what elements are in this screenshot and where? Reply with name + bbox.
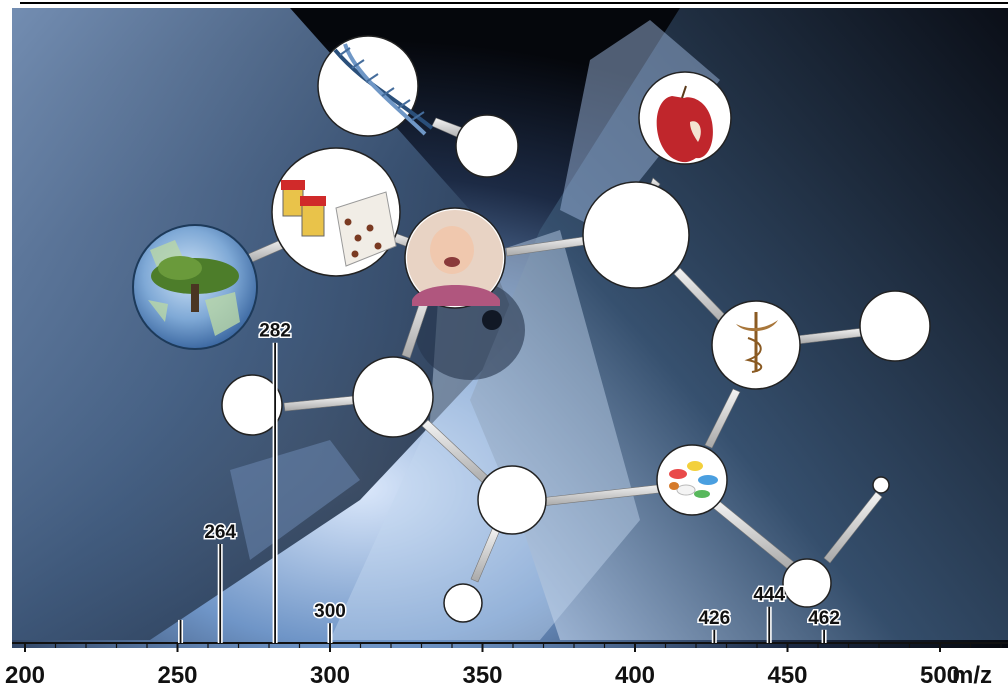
atom-plain-4 [221,374,283,436]
x-tick-label: 450 [767,662,807,689]
atom-plain-3 [859,290,931,362]
atom-pills [656,444,728,516]
x-axis-label: m/z [952,662,992,689]
atom-plain-7 [443,583,483,623]
baby-icon [407,210,503,306]
atom-plain-9 [872,476,890,494]
x-tick-label: 400 [615,662,655,689]
atom-plain-5 [352,356,434,438]
peak-label-300: 300 [314,601,346,622]
peak-label-264: 264 [204,522,236,543]
pills-icon [669,461,718,498]
tree-icon [151,256,239,312]
peak-labels: 264282300426444462606624768786 [203,319,842,630]
peak-label-444: 444 [753,585,785,606]
dna-icon [333,43,434,136]
atom-dna [317,35,419,137]
atom-plain-2 [582,181,690,289]
x-tick-label: 350 [462,662,502,689]
sample-tubes-icon [281,180,397,267]
peak-label-426: 426 [698,608,730,629]
caduceus-icon [736,312,778,373]
atom-plain-8 [782,558,832,608]
apple-icon [656,85,713,163]
peak-label-462: 462 [808,608,840,629]
x-tick-label: 200 [5,662,45,689]
x-tick-label: 500 [920,662,960,689]
atom-plain-1 [455,114,519,178]
atom-plain-6 [477,465,547,535]
x-tick-label: 300 [310,662,350,689]
peak-label-282: 282 [259,321,291,342]
x-axis: 200250300350400450500550600650700750800 [5,642,1008,689]
spectrum-peaks [178,342,827,643]
x-tick-label: 250 [157,662,197,689]
